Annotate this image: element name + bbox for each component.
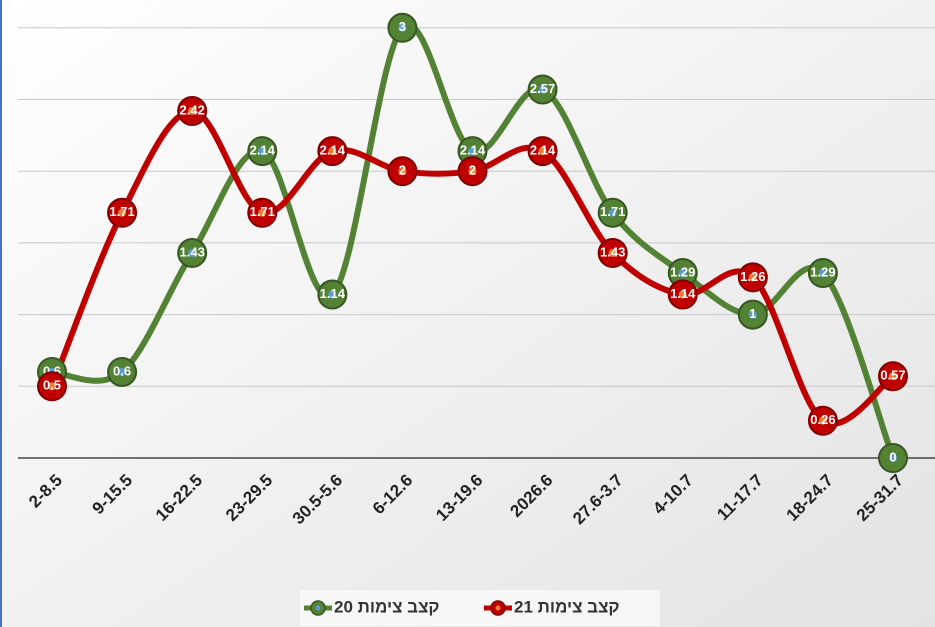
data-label: 2.42	[180, 102, 205, 117]
data-label: 2	[399, 163, 406, 178]
legend-label: קצב צימות 21	[514, 597, 620, 616]
point: 2.57	[527, 74, 558, 105]
point: 1.43	[597, 237, 628, 268]
point: 1.29	[807, 258, 838, 289]
marker-dot	[889, 454, 897, 462]
data-label: 1.29	[810, 264, 835, 279]
point: 2.42	[177, 95, 208, 126]
marker-dot	[468, 147, 477, 156]
marker-dot	[608, 248, 617, 257]
marker-dot	[818, 269, 827, 278]
marker-dot	[818, 416, 827, 425]
legend-label: קצב צימות 20	[334, 597, 440, 616]
data-label: 1.26	[740, 269, 765, 284]
point: 1.26	[737, 262, 768, 293]
marker-dot	[258, 208, 267, 217]
data-label: 1.71	[250, 204, 275, 219]
point: 0.6	[107, 356, 138, 387]
marker-dot	[398, 23, 407, 32]
data-label: 1.43	[180, 244, 205, 259]
marker-dot	[188, 248, 197, 257]
data-label: 1.14	[320, 286, 346, 301]
point: 3	[387, 12, 418, 43]
legend-dot	[315, 605, 321, 611]
data-label: 0.5	[43, 378, 61, 393]
point: 2.14	[247, 136, 278, 167]
legend-box	[300, 590, 660, 626]
marker-dot	[678, 290, 687, 299]
data-label: 0.6	[113, 363, 131, 378]
data-label: 1.71	[109, 204, 134, 219]
point: 2	[457, 156, 488, 187]
data-label: 2.14	[460, 143, 486, 158]
marker-dot	[118, 367, 127, 376]
marker-dot	[328, 290, 337, 299]
point: 1.71	[107, 197, 138, 228]
marker-dot	[48, 382, 56, 391]
data-label: 3	[399, 19, 406, 34]
data-label: 2.14	[320, 143, 346, 158]
legend-dot	[495, 605, 501, 611]
point: 1.71	[247, 197, 278, 228]
data-label: 1.29	[670, 264, 695, 279]
marker-dot	[258, 147, 267, 156]
point: 1.71	[597, 197, 628, 228]
data-label: 0.26	[810, 412, 835, 427]
point: 0.5	[37, 371, 67, 402]
data-label: 2.14	[530, 143, 556, 158]
point: 1.14	[667, 279, 698, 310]
marker-dot	[118, 208, 127, 217]
point: 0.26	[807, 405, 838, 436]
point: 2.14	[527, 136, 558, 167]
data-label: 2	[469, 163, 476, 178]
point: 1.43	[177, 237, 208, 268]
marker-dot	[468, 167, 477, 176]
marker-dot	[328, 147, 337, 156]
data-label: 0	[889, 449, 896, 464]
data-label: 1.14	[670, 286, 696, 301]
marker-dot	[538, 147, 547, 156]
marker-dot	[748, 273, 757, 282]
point: 0.57	[878, 361, 908, 392]
marker-dot	[748, 310, 757, 319]
marker-dot	[608, 208, 617, 217]
data-label: 1.71	[600, 204, 625, 219]
point: 1.14	[317, 279, 348, 310]
marker-dot	[889, 372, 897, 381]
marker-dot	[678, 269, 687, 278]
marker-dot	[188, 106, 197, 115]
point: 2.14	[317, 136, 348, 167]
point: 0	[878, 443, 908, 473]
marker-dot	[538, 85, 547, 94]
marker-dot	[398, 167, 407, 176]
data-label: 0.57	[880, 368, 905, 383]
data-label: 1	[749, 306, 756, 321]
point: 1.29	[667, 258, 698, 289]
data-label: 1.43	[600, 244, 625, 259]
data-label: 2.14	[250, 143, 276, 158]
point: 2	[387, 156, 418, 187]
data-label: 2.57	[530, 81, 555, 96]
point: 1	[737, 299, 768, 330]
